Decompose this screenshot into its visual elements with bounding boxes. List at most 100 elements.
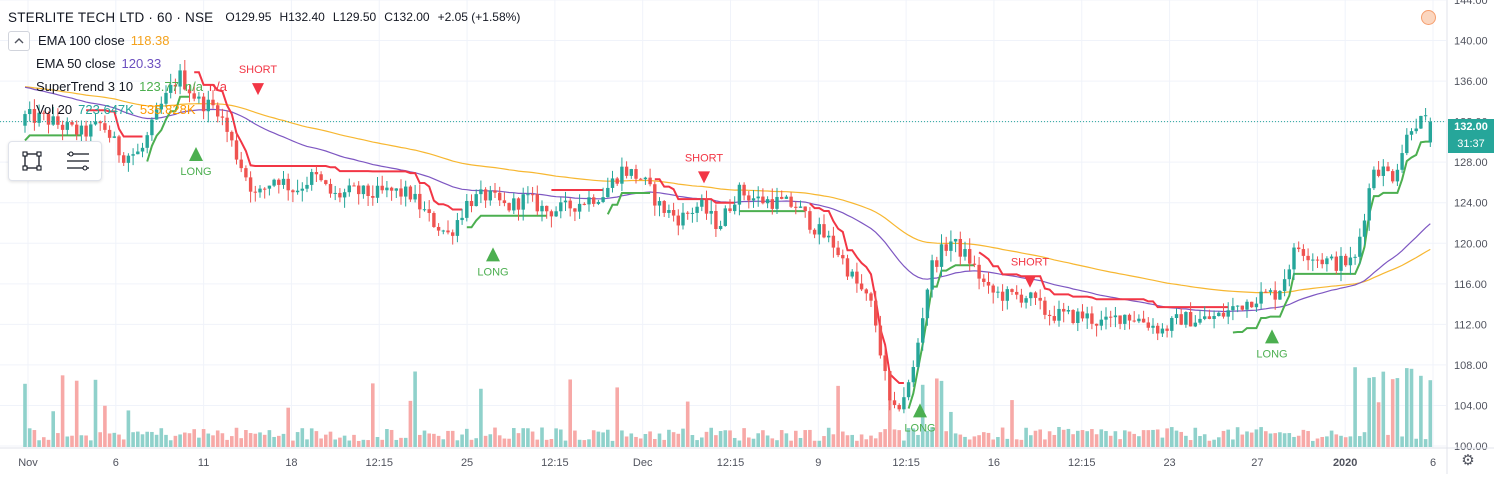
candle bbox=[408, 185, 413, 202]
volume-bar bbox=[1005, 438, 1010, 447]
legend-supertrend-row[interactable]: SuperTrend 3 10 123.77 n/a n/a bbox=[8, 75, 520, 98]
candle bbox=[1193, 315, 1197, 328]
volume-bar bbox=[258, 432, 262, 447]
volume-bar bbox=[789, 440, 793, 447]
candle bbox=[935, 256, 939, 273]
drawing-toolbar bbox=[8, 141, 102, 181]
rectangle-tool-button[interactable] bbox=[16, 146, 48, 176]
chart-settings-gear-icon[interactable]: ⚙ bbox=[1461, 452, 1475, 469]
volume-bar bbox=[98, 432, 102, 447]
candle bbox=[1217, 311, 1221, 317]
volume-bar bbox=[1019, 439, 1024, 447]
candle-body bbox=[1019, 294, 1024, 303]
candle bbox=[164, 85, 168, 107]
candle-body bbox=[1024, 298, 1028, 303]
volume-bar bbox=[911, 428, 916, 447]
candle bbox=[357, 181, 361, 205]
volume-bar bbox=[333, 439, 337, 447]
alert-dot-icon[interactable] bbox=[1421, 10, 1436, 25]
candle bbox=[690, 207, 695, 223]
volume-bar bbox=[1198, 435, 1202, 447]
candle-body bbox=[474, 194, 478, 207]
candle-body bbox=[577, 203, 582, 212]
candle-body bbox=[822, 224, 826, 238]
volume-bar bbox=[986, 432, 991, 447]
candle bbox=[1033, 291, 1038, 306]
candle bbox=[761, 188, 765, 205]
candle bbox=[535, 185, 539, 216]
volume-bar bbox=[1423, 439, 1428, 447]
collapse-legend-button[interactable] bbox=[8, 30, 30, 51]
volume-bar bbox=[23, 383, 27, 447]
candle-body bbox=[615, 178, 619, 184]
legend-symbol-row: STERLITE TECH LTD · 60 · NSE O129.95 H13… bbox=[8, 6, 520, 29]
volume-bar bbox=[385, 429, 389, 447]
candle bbox=[676, 209, 680, 236]
volume-bar bbox=[103, 405, 107, 447]
volume-bar bbox=[267, 430, 272, 447]
candle-body bbox=[1141, 318, 1146, 323]
candle-body bbox=[1395, 169, 1400, 182]
candle bbox=[639, 177, 643, 180]
long-label: LONG bbox=[180, 166, 211, 178]
volume-bar bbox=[493, 427, 497, 447]
candle-body bbox=[1080, 311, 1085, 319]
candle-body bbox=[399, 188, 403, 197]
volume-value: 723.647K bbox=[78, 102, 134, 117]
volume-bar bbox=[568, 379, 572, 447]
candle bbox=[709, 200, 713, 225]
candle-body bbox=[1423, 115, 1428, 117]
candle-body bbox=[845, 258, 850, 277]
volume-bar bbox=[1090, 429, 1094, 447]
candle-body bbox=[1386, 166, 1390, 172]
volume-bar bbox=[935, 378, 939, 447]
candle bbox=[643, 176, 648, 185]
candle bbox=[836, 240, 840, 258]
candle bbox=[629, 168, 633, 179]
volume-bar bbox=[1367, 377, 1371, 447]
change-value: +2.05 (+1.58%) bbox=[437, 10, 521, 24]
volume-bar bbox=[1057, 427, 1061, 447]
rectangle-icon bbox=[22, 151, 42, 171]
candle-body bbox=[836, 247, 840, 256]
candle bbox=[1386, 162, 1390, 172]
candle-body bbox=[549, 211, 554, 217]
candle bbox=[1071, 309, 1075, 325]
volume-bar bbox=[535, 439, 540, 447]
legend-ema50-row[interactable]: EMA 50 close 120.33 bbox=[8, 52, 520, 75]
symbol-title[interactable]: STERLITE TECH LTD · 60 · NSE bbox=[8, 10, 214, 25]
candle-body bbox=[1419, 115, 1423, 129]
volume-bar bbox=[1094, 434, 1099, 447]
volume-bar bbox=[1235, 427, 1240, 447]
volume-bar bbox=[1376, 402, 1381, 447]
volume-bar bbox=[1254, 429, 1259, 447]
legend-volume-row[interactable]: Vol 20 723.647K 535.828K bbox=[8, 98, 520, 121]
volume-bar bbox=[996, 437, 1000, 447]
candle-body bbox=[1414, 128, 1418, 132]
volume-bar bbox=[291, 440, 295, 447]
volume-bar bbox=[888, 399, 892, 447]
candle-body bbox=[1071, 310, 1075, 323]
candle bbox=[1395, 163, 1400, 186]
volume-bar bbox=[168, 440, 173, 447]
volume-bar bbox=[540, 427, 544, 447]
volume-bar bbox=[1137, 436, 1141, 447]
legend-ema100-row[interactable]: EMA 100 close 118.38 bbox=[8, 29, 520, 52]
candle bbox=[112, 131, 116, 139]
candle bbox=[794, 201, 798, 215]
close-value: C132.00 bbox=[384, 10, 430, 24]
volume-bar bbox=[657, 433, 662, 447]
candle-body bbox=[488, 190, 492, 201]
volume-bar bbox=[286, 407, 290, 447]
candle bbox=[728, 199, 732, 213]
volume-bar bbox=[892, 429, 897, 447]
settings-lines-button[interactable] bbox=[62, 146, 94, 176]
candle-body bbox=[681, 212, 685, 226]
candle-body bbox=[526, 194, 530, 196]
volume-bar bbox=[878, 432, 883, 447]
volume-bar bbox=[1014, 439, 1019, 447]
menu-lines-icon bbox=[67, 151, 89, 171]
candle bbox=[695, 202, 699, 223]
